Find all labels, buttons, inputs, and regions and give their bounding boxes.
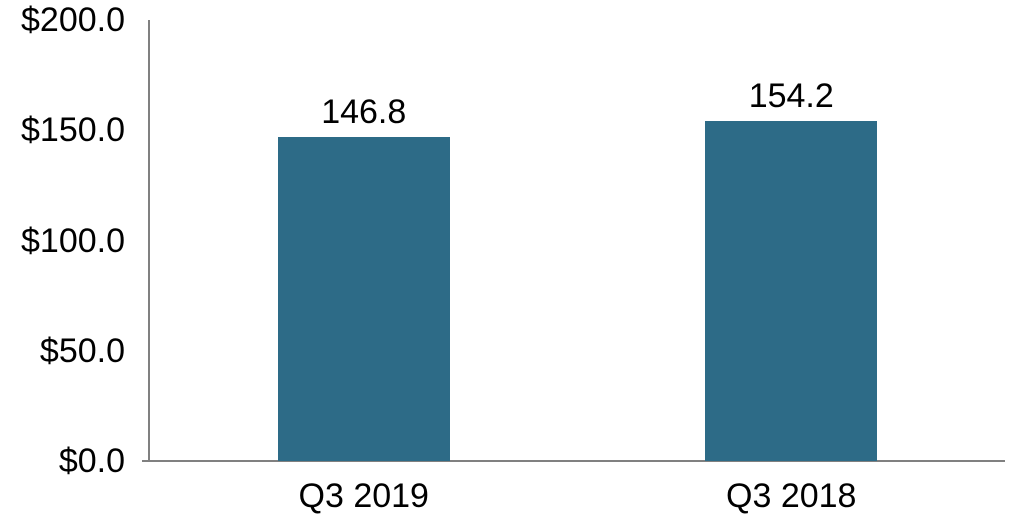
- y-axis-tick-label: $150.0: [21, 111, 125, 150]
- y-axis-tick-label: $100.0: [21, 221, 125, 260]
- x-category-label: Q3 2018: [726, 477, 857, 515]
- y-axis-tick-label: $0.0: [58, 442, 125, 480]
- bar: [277, 137, 450, 461]
- bar-value-label: 154.2: [748, 77, 834, 115]
- plot-area: 146.8 154.2: [142, 20, 1005, 462]
- y-axis-tick-label: $200.0: [21, 1, 125, 39]
- x-axis-line: [142, 460, 1005, 462]
- y-axis-line: [148, 20, 150, 462]
- bar: [705, 121, 878, 461]
- bar-value-label: 146.8: [321, 93, 407, 132]
- x-category-label: Q3 2019: [298, 477, 429, 515]
- y-axis-tick-label: $50.0: [39, 331, 125, 370]
- y-axis-tick-labels: $0.0 $50.0 $100.0 $150.0 $200.0: [0, 3, 125, 478]
